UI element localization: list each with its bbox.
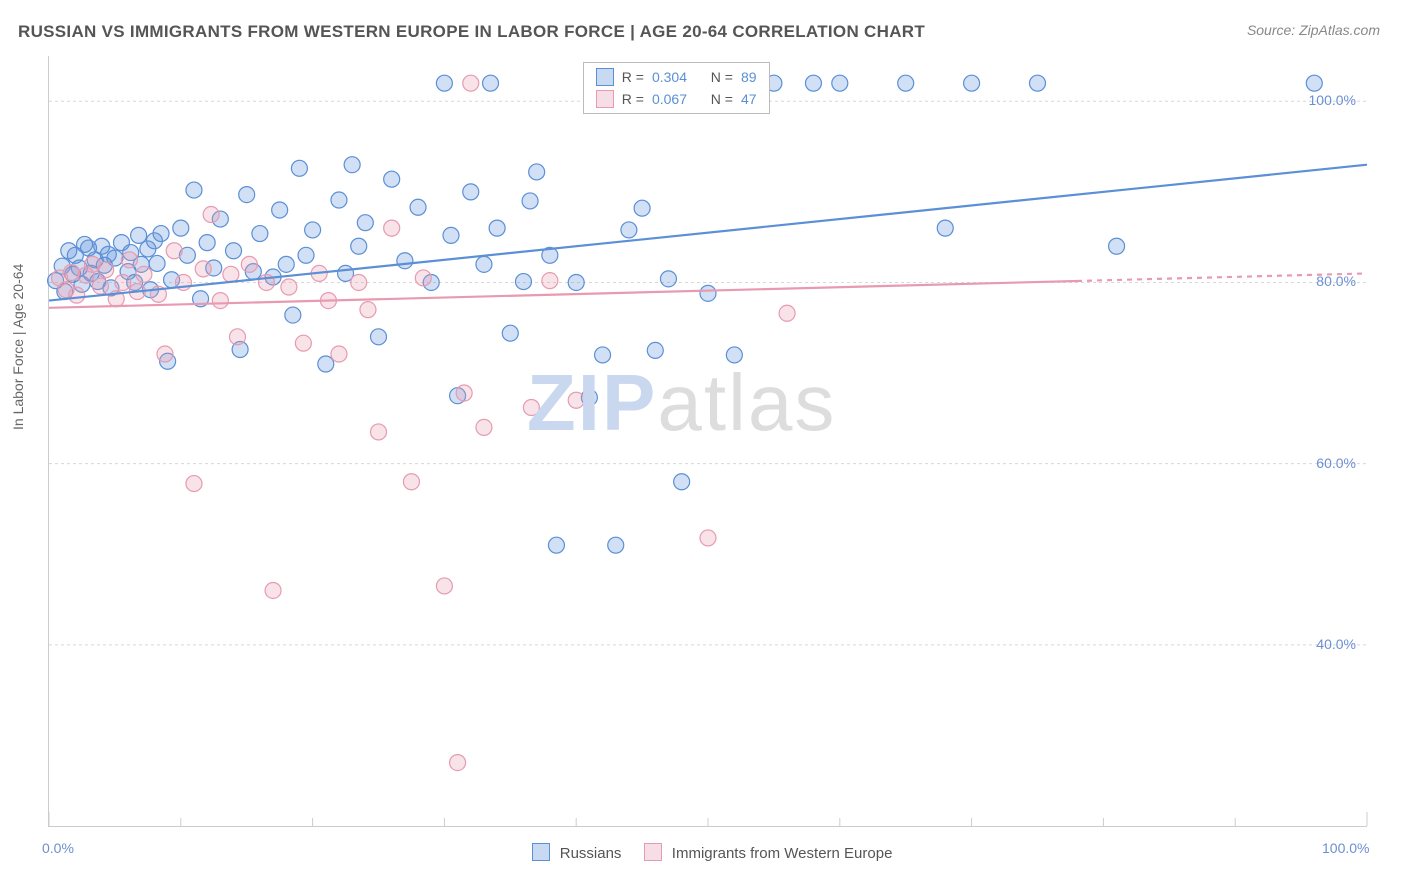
chart-title: RUSSIAN VS IMMIGRANTS FROM WESTERN EUROP… xyxy=(18,22,925,42)
legend-n-label: N = xyxy=(711,91,733,107)
legend-n-label: N = xyxy=(711,69,733,85)
legend-row-immigrants: R = 0.067 N = 47 xyxy=(584,88,769,110)
y-tick-label: 40.0% xyxy=(1316,636,1356,652)
series-legend: Russians Immigrants from Western Europe xyxy=(0,843,1406,862)
legend-row-russians: R = 0.304 N = 89 xyxy=(584,66,769,88)
x-tick-label: 100.0% xyxy=(1322,840,1369,856)
legend-r-value-russians: 0.304 xyxy=(652,69,687,85)
scatter-plot: ZIPatlas R = 0.304 N = 89 R = 0.067 N = … xyxy=(48,56,1367,827)
y-tick-label: 60.0% xyxy=(1316,455,1356,471)
y-tick-label: 80.0% xyxy=(1316,273,1356,289)
legend-r-label: R = xyxy=(622,91,644,107)
y-axis-label: In Labor Force | Age 20-64 xyxy=(10,264,26,430)
y-tick-label: 100.0% xyxy=(1309,92,1356,108)
legend-r-label: R = xyxy=(622,69,644,85)
legend-label-immigrants: Immigrants from Western Europe xyxy=(672,845,893,862)
legend-swatch-russians xyxy=(596,68,614,86)
legend-n-value-immigrants: 47 xyxy=(741,91,757,107)
correlation-legend: R = 0.304 N = 89 R = 0.067 N = 47 xyxy=(583,62,770,114)
legend-swatch-immigrants xyxy=(596,90,614,108)
legend-n-value-russians: 89 xyxy=(741,69,757,85)
plot-svg xyxy=(49,56,1367,826)
legend-swatch-russians-bottom xyxy=(532,843,550,861)
source-attribution: Source: ZipAtlas.com xyxy=(1247,22,1380,38)
legend-swatch-immigrants-bottom xyxy=(644,843,662,861)
x-tick-label: 0.0% xyxy=(42,840,74,856)
legend-r-value-immigrants: 0.067 xyxy=(652,91,687,107)
legend-label-russians: Russians xyxy=(560,845,622,862)
